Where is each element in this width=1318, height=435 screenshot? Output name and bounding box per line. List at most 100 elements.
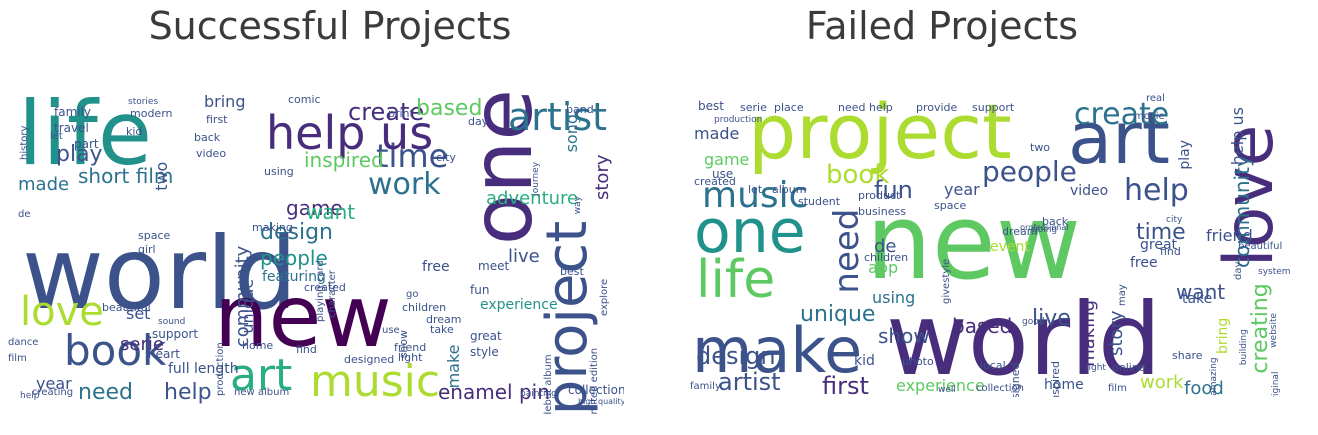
word-fail-62: space bbox=[934, 199, 967, 212]
word-succ-76: use bbox=[382, 325, 400, 336]
word-fail-81: day bbox=[1233, 261, 1244, 280]
word-succ-13: create bbox=[348, 98, 425, 126]
word-succ-43: meet bbox=[478, 259, 510, 273]
word-succ-66: space bbox=[138, 229, 171, 242]
word-fail-53: provide bbox=[916, 101, 958, 114]
word-fail-46: play bbox=[1177, 139, 1193, 170]
word-fail-12: people bbox=[982, 155, 1077, 188]
word-fail-45: bring bbox=[1215, 317, 1231, 354]
word-fail-29: food bbox=[1184, 378, 1224, 398]
word-succ-7: book bbox=[64, 326, 167, 375]
word-succ-84: debut album bbox=[543, 354, 554, 414]
word-succ-89: creating bbox=[32, 387, 74, 398]
word-fail-22: show bbox=[878, 324, 930, 348]
word-fail-47: best bbox=[698, 99, 724, 113]
word-succ-29: help bbox=[164, 380, 212, 405]
word-fail-49: home bbox=[1044, 377, 1084, 393]
word-succ-90: history bbox=[19, 125, 30, 160]
word-succ-48: collection bbox=[568, 383, 624, 397]
word-succ-63: created bbox=[304, 281, 346, 294]
word-fail-32: game bbox=[704, 150, 750, 169]
word-succ-53: kid bbox=[126, 125, 143, 138]
word-fail-17: unique bbox=[800, 302, 876, 327]
word-fail-27: work bbox=[1140, 372, 1184, 393]
wordcloud-failed: new world project art love make one life music ne… bbox=[690, 92, 1302, 397]
word-fail-90: professional bbox=[1020, 223, 1069, 232]
word-fail-24: live bbox=[1032, 306, 1071, 331]
word-succ-73: take bbox=[430, 323, 454, 336]
word-succ-97: painting bbox=[520, 389, 557, 399]
word-succ-52: modern bbox=[130, 107, 173, 120]
word-succ-61: band bbox=[566, 103, 594, 116]
word-fail-52: need help bbox=[838, 101, 893, 114]
word-succ-11: time bbox=[376, 137, 449, 175]
word-fail-43: take bbox=[1182, 291, 1213, 307]
word-fail-60: business bbox=[858, 205, 906, 218]
word-fail-57: album bbox=[772, 183, 807, 196]
word-fail-75: family bbox=[690, 381, 721, 392]
word-succ-35: two bbox=[152, 161, 171, 191]
word-fail-36: de bbox=[874, 236, 897, 257]
word-succ-20: design bbox=[260, 220, 333, 245]
word-succ-96: help bbox=[20, 391, 40, 401]
word-fail-69: local bbox=[980, 359, 1006, 372]
word-succ-50: travel bbox=[54, 121, 89, 135]
word-fail-88: city bbox=[1166, 215, 1183, 225]
word-succ-24: adventure bbox=[486, 188, 579, 209]
word-succ-81: designed bbox=[344, 353, 395, 366]
wordcloud-successful: world life new one project help us music book ar… bbox=[8, 92, 624, 414]
word-fail-85: original bbox=[1271, 371, 1281, 397]
word-fail-23: based bbox=[952, 314, 1013, 338]
word-succ-80: find bbox=[296, 343, 317, 356]
word-fail-56: let bbox=[748, 183, 763, 196]
word-succ-6: music bbox=[310, 356, 441, 407]
word-succ-14: based bbox=[416, 96, 483, 121]
word-succ-32: set bbox=[126, 304, 151, 323]
word-succ-93: journey bbox=[531, 161, 541, 196]
word-fail-3: art bbox=[1068, 96, 1170, 180]
word-succ-2: new bbox=[214, 267, 392, 367]
word-succ-40: featuring bbox=[262, 269, 326, 285]
word-succ-47: heart bbox=[148, 347, 180, 361]
word-succ-78: light bbox=[398, 351, 423, 364]
word-fail-48: use bbox=[712, 167, 734, 181]
word-succ-10: artist bbox=[508, 95, 608, 139]
word-fail-16: design bbox=[696, 342, 776, 370]
word-succ-39: full length bbox=[168, 361, 239, 377]
word-fail-50: serie bbox=[740, 101, 767, 114]
word-succ-69: character bbox=[327, 270, 338, 318]
word-succ-87: dance bbox=[8, 337, 39, 348]
word-fail-64: back bbox=[1042, 215, 1069, 228]
word-fail-9: need bbox=[827, 208, 867, 294]
word-fail-11: create bbox=[1074, 97, 1170, 132]
word-fail-68: givestyle bbox=[941, 258, 952, 304]
word-succ-72: children bbox=[402, 301, 447, 314]
word-fail-44: video bbox=[1070, 183, 1109, 199]
word-fail-70: inspired bbox=[1049, 360, 1062, 397]
word-succ-56: back bbox=[194, 131, 221, 144]
word-succ-36: make bbox=[444, 344, 463, 389]
word-succ-64: making bbox=[252, 221, 293, 234]
word-succ-17: play bbox=[56, 142, 103, 167]
word-succ-33: enamel pin bbox=[438, 380, 550, 404]
word-succ-9: love bbox=[20, 289, 104, 335]
word-succ-0: world bbox=[22, 215, 298, 332]
word-fail-80: beautiful bbox=[1238, 241, 1283, 252]
word-succ-42: fun bbox=[470, 283, 490, 297]
word-fail-1: world bbox=[886, 281, 1162, 397]
word-succ-49: family bbox=[54, 105, 92, 119]
word-succ-68: playing card bbox=[315, 260, 326, 322]
word-succ-8: art bbox=[230, 350, 293, 401]
word-succ-34: unique bbox=[238, 278, 257, 334]
word-fail-73: share bbox=[1172, 349, 1203, 362]
word-succ-91: de bbox=[18, 209, 31, 220]
word-fail-33: made bbox=[694, 124, 740, 143]
word-succ-45: style bbox=[470, 345, 499, 359]
word-succ-44: great bbox=[470, 329, 502, 343]
word-fail-63: dream bbox=[1002, 225, 1038, 238]
word-succ-41: free bbox=[422, 259, 450, 275]
word-succ-67: girl bbox=[138, 243, 156, 256]
word-fail-34: year bbox=[944, 180, 980, 199]
word-succ-57: video bbox=[196, 147, 227, 160]
word-fail-8: music bbox=[702, 175, 809, 216]
